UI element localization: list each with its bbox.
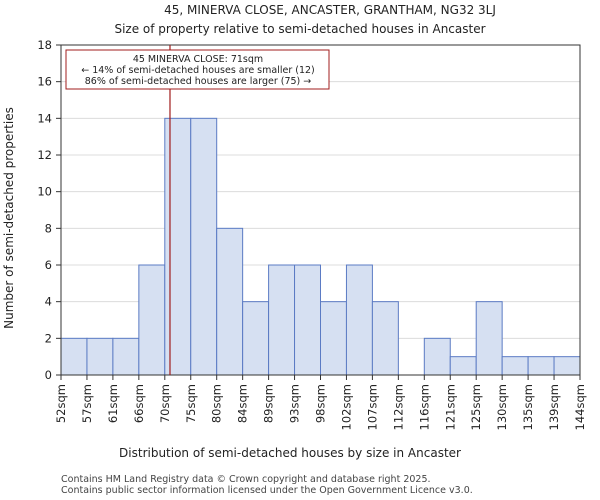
histogram-bar <box>475 301 503 376</box>
histogram-bar <box>449 356 477 376</box>
histogram-bar <box>242 301 270 376</box>
histogram-bar <box>164 117 192 376</box>
x-tick-label: 93sqm <box>288 384 302 423</box>
histogram-bar <box>138 264 166 376</box>
chart-subtitle: Size of property relative to semi-detach… <box>114 22 485 36</box>
histogram-bar <box>320 301 347 376</box>
histogram-bar <box>60 337 88 376</box>
y-tick-label: 12 <box>37 148 52 162</box>
x-tick-label: 61sqm <box>106 384 120 423</box>
y-tick-label: 10 <box>37 185 52 199</box>
x-tick-label: 89sqm <box>262 384 276 423</box>
x-tick-label: 66sqm <box>132 384 146 423</box>
x-tick-label: 102sqm <box>339 384 353 430</box>
y-tick-layer: 0 2 4 6 8 10 12 14 16 18 <box>37 38 61 382</box>
histogram-bar <box>501 356 529 376</box>
y-tick-label: 4 <box>45 295 52 309</box>
histogram-bar <box>371 301 399 376</box>
y-tick-label: 0 <box>45 368 52 382</box>
y-axis-label: Number of semi-detached properties <box>2 107 16 329</box>
chart-title: 45, MINERVA CLOSE, ANCASTER, GRANTHAM, N… <box>164 3 496 17</box>
annotation-line-3: 86% of semi-detached houses are larger (… <box>85 76 312 87</box>
histogram-bar <box>294 264 321 376</box>
annotation-line-2: ← 14% of semi-detached houses are smalle… <box>81 65 315 76</box>
annotation-box: 45 MINERVA CLOSE: 71sqm ← 14% of semi-de… <box>65 49 330 90</box>
x-tick-label: 70sqm <box>158 384 172 423</box>
x-tick-label: 75sqm <box>184 384 198 423</box>
y-tick-label: 14 <box>37 111 52 125</box>
y-tick-label: 8 <box>45 221 52 235</box>
annotation-border <box>65 49 330 90</box>
histogram-bar <box>423 337 451 376</box>
x-tick-label: 144sqm <box>573 384 587 430</box>
x-tick-label: 135sqm <box>521 384 535 430</box>
histogram-bar <box>216 227 244 376</box>
bar-layer <box>60 117 581 376</box>
histogram-bar <box>268 264 296 376</box>
x-tick-label: 130sqm <box>495 384 509 430</box>
plot-frame <box>60 44 581 376</box>
x-tick-label: 116sqm <box>417 384 431 430</box>
histogram-bar <box>345 264 373 376</box>
histogram-bar <box>112 337 140 376</box>
x-tick-label: 52sqm <box>54 384 68 423</box>
histogram-bar <box>553 356 581 376</box>
histogram-bar <box>86 337 114 376</box>
histogram-bar <box>190 117 218 376</box>
footer-licence: Contains public sector information licen… <box>61 485 473 496</box>
x-tick-label: 139sqm <box>547 384 561 430</box>
x-tick-label: 125sqm <box>469 384 483 430</box>
annotation-line-1: 45 MINERVA CLOSE: 71sqm <box>133 54 263 65</box>
x-tick-label: 84sqm <box>236 384 250 423</box>
y-tick-label: 18 <box>37 38 52 52</box>
footer-copyright: Contains HM Land Registry data © Crown c… <box>61 474 431 485</box>
x-tick-label: 57sqm <box>80 384 94 423</box>
y-tick-label: 6 <box>45 258 52 272</box>
x-tick-label: 121sqm <box>443 384 457 430</box>
y-tick-label: 2 <box>45 331 52 345</box>
x-tick-label: 107sqm <box>365 384 379 430</box>
y-tick-label: 16 <box>37 75 52 89</box>
x-tick-label: 98sqm <box>314 384 328 423</box>
x-axis-label: Distribution of semi-detached houses by … <box>119 446 461 460</box>
x-tick-layer: 52sqm 57sqm 61sqm 66sqm 70sqm 75sqm 80sqm 84sqm… <box>54 375 587 430</box>
x-tick-label: 80sqm <box>210 384 224 423</box>
x-tick-label: 112sqm <box>391 384 405 430</box>
histogram-bar <box>527 356 555 376</box>
